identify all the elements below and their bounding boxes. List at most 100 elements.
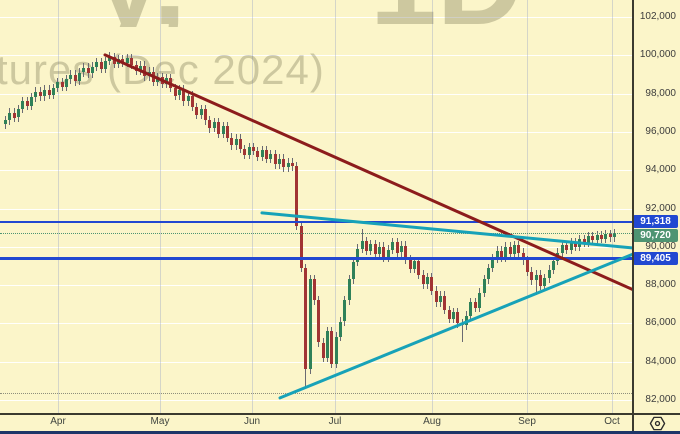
x-axis-label-jun: Jun xyxy=(243,416,261,427)
candle xyxy=(456,311,460,324)
candle xyxy=(604,234,608,240)
candle xyxy=(138,65,142,71)
candle xyxy=(539,274,542,287)
candle xyxy=(499,250,503,258)
price-axis[interactable]: 102,000 100,000 98,000 96,000 94,000 92,000 90… xyxy=(632,0,680,413)
candle xyxy=(560,244,564,253)
price-line-current-price-90720 xyxy=(0,232,632,234)
x-axis-label-apr: Apr xyxy=(50,416,66,427)
gridline-vertical xyxy=(612,0,613,413)
y-axis-label: 82,000 xyxy=(645,394,676,405)
candle xyxy=(269,153,273,159)
candle xyxy=(534,274,538,281)
bottom-bar xyxy=(0,431,680,434)
candle xyxy=(508,246,512,255)
y-axis-label: 84,000 xyxy=(645,355,676,367)
candle xyxy=(38,91,42,97)
candle xyxy=(491,258,495,268)
candle xyxy=(204,108,208,121)
candle xyxy=(312,279,316,301)
candle xyxy=(439,295,442,303)
candle xyxy=(34,91,38,98)
candle xyxy=(56,82,60,88)
candle xyxy=(521,252,525,261)
candle xyxy=(295,166,299,226)
gridline-horizontal xyxy=(0,323,632,325)
candle xyxy=(60,82,64,87)
gridline-horizontal xyxy=(0,55,632,57)
candle xyxy=(395,242,399,253)
candle xyxy=(21,101,25,109)
chart-canvas[interactable]: y, 1D tures (Dec 2024) xyxy=(0,0,632,413)
price-badge-90720: 90,720 xyxy=(633,228,678,242)
settings-gear-icon[interactable] xyxy=(649,415,666,432)
candle xyxy=(321,342,325,358)
candle xyxy=(25,101,29,107)
candle xyxy=(599,235,603,240)
candle xyxy=(352,262,355,280)
x-axis-label-jul: Jul xyxy=(328,416,342,427)
candle xyxy=(256,151,260,157)
candle xyxy=(12,112,16,118)
gridline-horizontal xyxy=(0,93,632,95)
candle xyxy=(17,108,20,118)
price-line-support-89405[interactable] xyxy=(0,256,632,260)
candle xyxy=(334,336,338,364)
candle xyxy=(99,62,103,69)
candle xyxy=(447,310,451,319)
candle xyxy=(195,107,199,115)
candle xyxy=(552,261,556,270)
candle xyxy=(104,61,107,69)
axis-settings-corner[interactable] xyxy=(634,415,680,431)
candle xyxy=(173,87,177,96)
candle xyxy=(343,300,347,322)
price-line-low-level-dotted xyxy=(0,393,632,394)
candle xyxy=(434,290,438,303)
candle xyxy=(225,126,229,138)
candle xyxy=(530,271,534,281)
x-axis-label-oct: Oct xyxy=(604,416,620,427)
candle xyxy=(130,58,134,65)
candle xyxy=(199,108,203,115)
y-axis-label: 102,000 xyxy=(639,11,676,22)
x-axis-label-aug: Aug xyxy=(423,416,441,427)
y-axis-label: 100,000 xyxy=(639,49,676,61)
candle xyxy=(291,162,295,167)
watermark-fragment: y, xyxy=(95,0,186,27)
candle xyxy=(234,138,238,146)
candle xyxy=(391,242,395,250)
price-line-resistance-91318[interactable] xyxy=(0,220,632,223)
candle xyxy=(325,331,329,358)
y-axis-label: 98,000 xyxy=(645,87,676,99)
candle xyxy=(547,269,551,279)
candle xyxy=(478,292,482,309)
candle xyxy=(286,162,290,168)
candle xyxy=(182,89,186,102)
candle xyxy=(273,153,277,165)
candle xyxy=(299,225,303,268)
candle xyxy=(30,97,34,106)
candle xyxy=(369,243,373,251)
time-axis[interactable]: Apr May Jun Jul Aug Sep Oct xyxy=(0,413,632,430)
wedge-lower-trendline[interactable] xyxy=(278,252,632,400)
price-badge-91318: 91,318 xyxy=(633,215,678,229)
candle xyxy=(265,150,268,159)
candle xyxy=(504,246,508,258)
candle xyxy=(469,302,473,316)
candle xyxy=(95,62,99,67)
candle xyxy=(443,295,447,310)
x-axis-label-may: May xyxy=(150,416,170,427)
candle-wick xyxy=(361,228,363,254)
candle xyxy=(378,246,382,255)
downtrend-trendline[interactable] xyxy=(103,53,632,293)
candle xyxy=(4,120,7,125)
candle xyxy=(365,241,368,251)
candle xyxy=(356,248,360,263)
candle xyxy=(452,311,455,319)
wedge-upper-trendline[interactable] xyxy=(260,211,632,250)
candle xyxy=(591,236,595,241)
candle xyxy=(595,235,599,241)
candle xyxy=(238,138,242,150)
gridline-horizontal xyxy=(0,361,632,363)
